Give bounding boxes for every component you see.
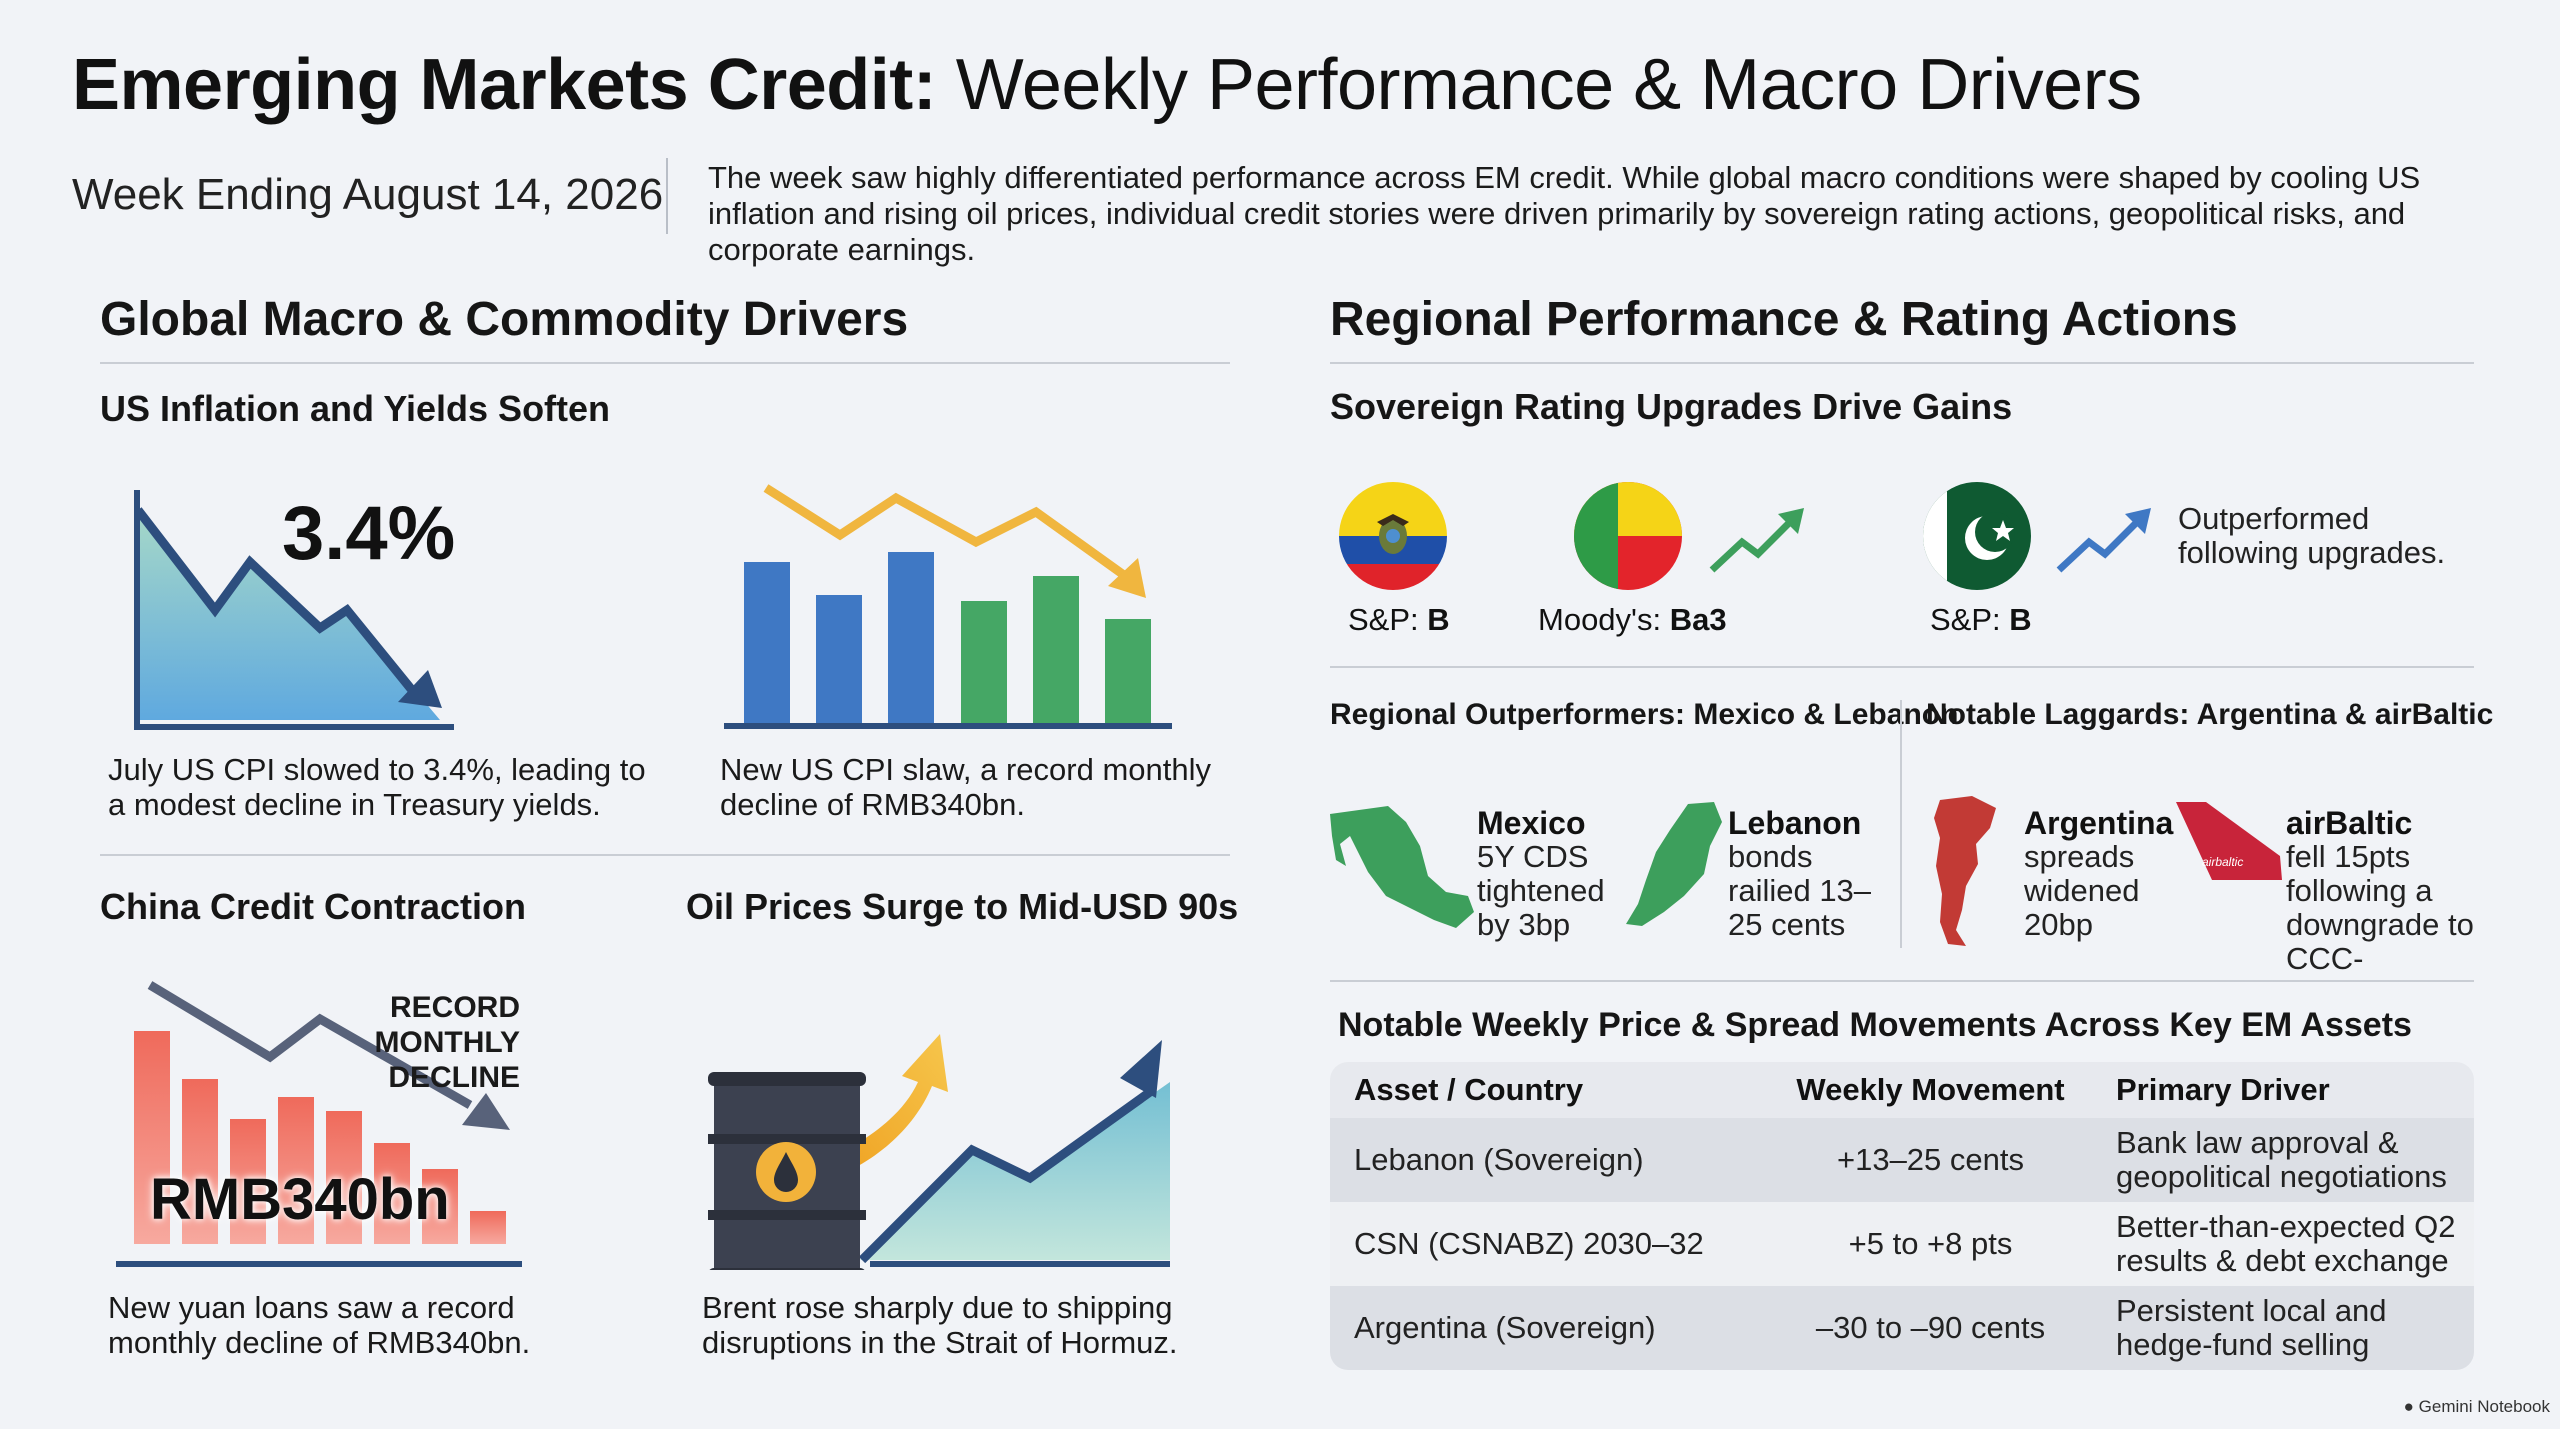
table-row: Lebanon (Sovereign) +13–25 cents Bank la… <box>1330 1118 2474 1202</box>
oil-price-chart <box>708 1034 1170 1270</box>
oil-area <box>860 1082 1170 1260</box>
oil-gold-arrow <box>850 1034 948 1166</box>
mexico-name: Mexico <box>1477 805 1586 841</box>
china-bar-8 <box>470 1211 506 1244</box>
table-header-movement: Weekly Movement <box>1796 1072 2065 1107</box>
row-movement: +5 to +8 pts <box>1848 1226 2013 1261</box>
regional-section-rule <box>1330 362 2474 364</box>
china-title: China Credit Contraction <box>100 886 527 927</box>
bar-3 <box>888 552 934 725</box>
row-movement: –30 to –90 cents <box>1815 1310 2046 1345</box>
brand-watermark: ● Gemini Notebook <box>2404 1397 2550 1417</box>
bar-2 <box>816 595 862 725</box>
china-bar-7 <box>422 1169 458 1244</box>
cpi-big-value: 3.4% <box>282 491 456 576</box>
trend-arrow-line <box>763 484 1131 582</box>
outperformers-divider <box>1900 700 1902 948</box>
benin-uptrend-icon <box>1709 508 1804 573</box>
china-loans-chart <box>116 981 522 1267</box>
oil-trend-line <box>858 1088 1153 1264</box>
pakistan-rating: S&P: B <box>1930 602 2032 637</box>
notebook-icon: ● <box>2403 1397 2419 1416</box>
bar-6 <box>1105 619 1151 725</box>
table-title: Notable Weekly Price & Spread Movements … <box>1338 1006 2412 1044</box>
china-bar-6 <box>374 1143 410 1244</box>
argentina-map-icon <box>1934 796 1996 946</box>
pakistan-flag-icon <box>1923 482 2031 590</box>
bar-4 <box>961 601 1007 725</box>
cpi-decline-chart <box>134 490 454 730</box>
page-title: Emerging Markets Credit: Weekly Performa… <box>72 45 2142 125</box>
mexico-text: 5Y CDS tightened by 3bp <box>1477 839 1605 942</box>
table-header-asset: Asset / Country <box>1354 1072 1584 1107</box>
airbaltic-text: fell 15pts following a downgrade to CCC- <box>2286 839 2474 976</box>
oil-caption: Brent rose sharply due to shipping disru… <box>702 1290 1178 1360</box>
argentina-name: Argentina <box>2024 805 2174 841</box>
china-bar-3 <box>230 1119 266 1244</box>
lebanon-name: Lebanon <box>1728 805 1862 841</box>
week-ending-label: Week Ending August 14, 2026 <box>72 170 664 219</box>
ecuador-flag-icon <box>1339 482 1447 590</box>
china-caption: New yuan loans saw a record monthly decl… <box>108 1290 531 1360</box>
row-asset: Argentina (Sovereign) <box>1354 1310 1656 1345</box>
cpi-caption: July US CPI slowed to 3.4%, leading to a… <box>108 752 646 822</box>
upgrades-title: Sovereign Rating Upgrades Drive Gains <box>1330 386 2013 427</box>
china-bar-2 <box>182 1079 218 1244</box>
benin-rating: Moody's: Ba3 <box>1538 602 1727 637</box>
macro-section-rule <box>100 362 1230 364</box>
us-inflation-title: US Inflation and Yields Soften <box>100 388 611 429</box>
laggards-rule <box>1330 980 2474 982</box>
mexico-map-icon <box>1330 806 1474 928</box>
china-bar-1 <box>134 1031 170 1244</box>
table-row: CSN (CSNABZ) 2030–32 +5 to +8 pts Better… <box>1330 1202 2474 1286</box>
table-header-driver: Primary Driver <box>2116 1072 2330 1107</box>
row-driver: Persistent local and hedge-fund selling <box>2116 1293 2387 1362</box>
china-arrowhead <box>462 1093 510 1130</box>
upgrades-rule <box>1330 666 2474 668</box>
upgrades-note: Outperformed following upgrades. <box>2178 501 2446 570</box>
pakistan-uptrend-icon <box>2056 508 2151 573</box>
macro-section-title: Global Macro & Commodity Drivers <box>100 293 909 346</box>
ecuador-rating: S&P: B <box>1348 602 1450 637</box>
airbaltic-tail-text: airbaltic <box>2202 855 2243 869</box>
oil-title: Oil Prices Surge to Mid-USD 90s <box>686 886 1239 927</box>
movements-table: Asset / Country Weekly Movement Primary … <box>1330 1062 2474 1370</box>
cpi-bar-chart <box>724 484 1172 729</box>
lebanon-map-icon <box>1626 802 1722 926</box>
regional-section-title: Regional Performance & Rating Actions <box>1330 293 2238 346</box>
benin-flag-icon <box>1574 482 1682 590</box>
table-row: Argentina (Sovereign) –30 to –90 cents P… <box>1330 1286 2474 1370</box>
laggards-title: Notable Laggards: Argentina & airBaltic <box>1926 698 2494 731</box>
cpi-arrowhead <box>398 670 442 708</box>
intro-paragraph: The week saw highly differentiated perfo… <box>708 160 2421 267</box>
china-big-value: RMB340bn <box>150 1167 450 1232</box>
china-bar-5 <box>326 1111 362 1244</box>
bar-1 <box>744 562 790 725</box>
trend-arrowhead <box>1108 558 1146 598</box>
china-decline-line <box>147 981 473 1109</box>
bar-5 <box>1033 576 1079 725</box>
china-bar-4 <box>278 1097 314 1244</box>
row-asset: Lebanon (Sovereign) <box>1354 1142 1644 1177</box>
record-decline-annotation: RECORD MONTHLY DECLINE <box>374 991 520 1094</box>
cpi-trend-line <box>134 507 424 703</box>
row-driver: Bank law approval & geopolitical negotia… <box>2116 1125 2447 1194</box>
row-driver: Better-than-expected Q2 results & debt e… <box>2116 1209 2456 1278</box>
argentina-text: spreads widened 20bp <box>2024 839 2140 942</box>
row-asset: CSN (CSNABZ) 2030–32 <box>1354 1226 1704 1261</box>
airbaltic-name: airBaltic <box>2286 805 2413 841</box>
brand-label: Gemini Notebook <box>2418 1397 2550 1416</box>
header-divider <box>666 158 668 234</box>
cpi-bar-caption: New US CPI slaw, a record monthly declin… <box>720 752 1212 822</box>
row-movement: +13–25 cents <box>1836 1142 2024 1177</box>
oil-arrowhead <box>1120 1040 1162 1098</box>
lebanon-text: bonds railied 13–25 cents <box>1728 839 1872 942</box>
table-header-row: Asset / Country Weekly Movement Primary … <box>1330 1062 2474 1118</box>
macro-mid-rule <box>100 854 1230 856</box>
airbaltic-tail-icon: airbaltic <box>2176 802 2282 880</box>
cpi-area <box>138 510 440 720</box>
outperformers-title: Regional Outperformers: Mexico & Lebanon <box>1330 698 1959 731</box>
oil-barrel-icon <box>708 1072 866 1270</box>
